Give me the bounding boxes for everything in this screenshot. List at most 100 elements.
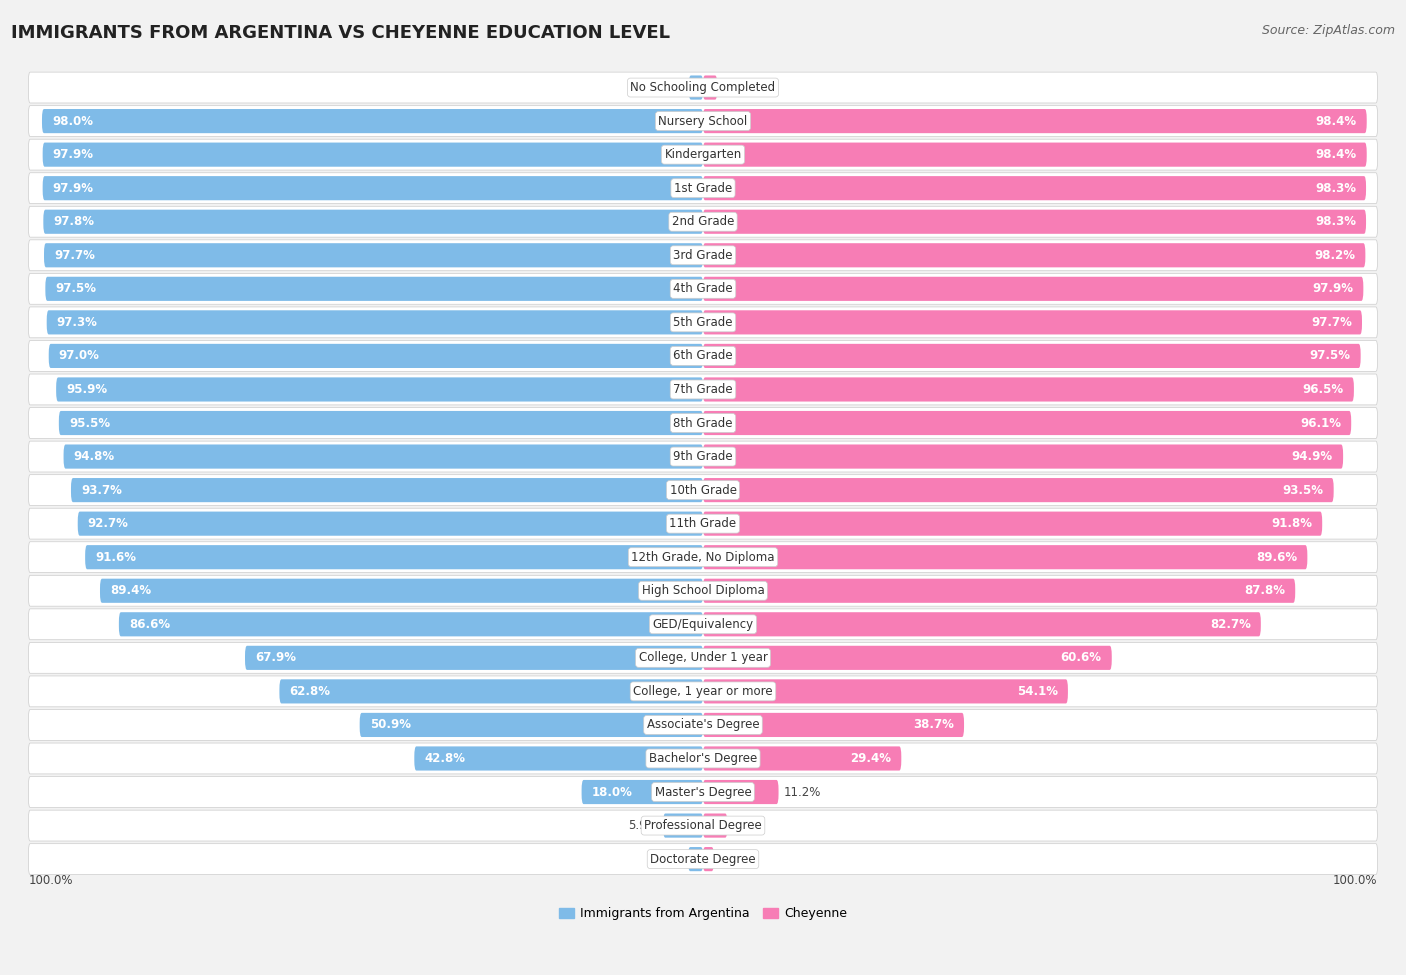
Text: 93.5%: 93.5%: [1282, 484, 1323, 496]
FancyBboxPatch shape: [28, 173, 1378, 204]
FancyBboxPatch shape: [28, 508, 1378, 539]
Text: No Schooling Completed: No Schooling Completed: [630, 81, 776, 94]
Text: 82.7%: 82.7%: [1209, 618, 1251, 631]
FancyBboxPatch shape: [56, 377, 703, 402]
FancyBboxPatch shape: [28, 340, 1378, 371]
Text: 97.8%: 97.8%: [53, 215, 94, 228]
FancyBboxPatch shape: [28, 207, 1378, 237]
FancyBboxPatch shape: [42, 142, 703, 167]
Text: College, Under 1 year: College, Under 1 year: [638, 651, 768, 664]
Text: 7th Grade: 7th Grade: [673, 383, 733, 396]
FancyBboxPatch shape: [703, 780, 779, 804]
Text: 2nd Grade: 2nd Grade: [672, 215, 734, 228]
FancyBboxPatch shape: [415, 747, 703, 770]
Text: 89.4%: 89.4%: [110, 584, 152, 598]
Text: Associate's Degree: Associate's Degree: [647, 719, 759, 731]
Text: 96.5%: 96.5%: [1303, 383, 1344, 396]
Text: 98.3%: 98.3%: [1315, 215, 1355, 228]
FancyBboxPatch shape: [28, 273, 1378, 304]
Text: 91.6%: 91.6%: [96, 551, 136, 564]
FancyBboxPatch shape: [280, 680, 703, 704]
FancyBboxPatch shape: [703, 478, 1334, 502]
Text: 3rd Grade: 3rd Grade: [673, 249, 733, 261]
FancyBboxPatch shape: [44, 243, 703, 267]
Text: 93.7%: 93.7%: [82, 484, 122, 496]
Legend: Immigrants from Argentina, Cheyenne: Immigrants from Argentina, Cheyenne: [554, 903, 852, 925]
Text: Kindergarten: Kindergarten: [665, 148, 741, 161]
FancyBboxPatch shape: [49, 344, 703, 368]
Text: 94.9%: 94.9%: [1292, 450, 1333, 463]
FancyBboxPatch shape: [28, 542, 1378, 572]
FancyBboxPatch shape: [28, 575, 1378, 606]
Text: 100.0%: 100.0%: [28, 875, 73, 887]
FancyBboxPatch shape: [703, 579, 1295, 603]
Text: 97.5%: 97.5%: [1309, 349, 1351, 363]
Text: 60.6%: 60.6%: [1060, 651, 1102, 664]
Text: 97.9%: 97.9%: [53, 181, 94, 195]
Text: 94.8%: 94.8%: [73, 450, 115, 463]
FancyBboxPatch shape: [86, 545, 703, 569]
Text: College, 1 year or more: College, 1 year or more: [633, 684, 773, 698]
Text: 96.1%: 96.1%: [1301, 416, 1341, 430]
Text: 11th Grade: 11th Grade: [669, 517, 737, 530]
Text: 97.9%: 97.9%: [1312, 283, 1353, 295]
Text: 97.7%: 97.7%: [53, 249, 96, 261]
FancyBboxPatch shape: [28, 843, 1378, 875]
Text: 9th Grade: 9th Grade: [673, 450, 733, 463]
Text: 98.3%: 98.3%: [1315, 181, 1355, 195]
FancyBboxPatch shape: [703, 612, 1261, 637]
Text: 91.8%: 91.8%: [1271, 517, 1312, 530]
FancyBboxPatch shape: [703, 512, 1322, 535]
FancyBboxPatch shape: [28, 743, 1378, 774]
Text: 12th Grade, No Diploma: 12th Grade, No Diploma: [631, 551, 775, 564]
Text: Doctorate Degree: Doctorate Degree: [650, 852, 756, 866]
Text: 98.0%: 98.0%: [52, 115, 93, 128]
Text: 42.8%: 42.8%: [425, 752, 465, 765]
Text: 50.9%: 50.9%: [370, 719, 411, 731]
Text: 67.9%: 67.9%: [254, 651, 297, 664]
Text: 95.5%: 95.5%: [69, 416, 110, 430]
FancyBboxPatch shape: [59, 410, 703, 435]
Text: 62.8%: 62.8%: [290, 684, 330, 698]
FancyBboxPatch shape: [28, 608, 1378, 640]
Text: Bachelor's Degree: Bachelor's Degree: [650, 752, 756, 765]
Text: 87.8%: 87.8%: [1244, 584, 1285, 598]
Text: 100.0%: 100.0%: [1333, 875, 1378, 887]
Text: 11.2%: 11.2%: [785, 786, 821, 799]
FancyBboxPatch shape: [582, 780, 703, 804]
Text: 98.4%: 98.4%: [1316, 148, 1357, 161]
Text: IMMIGRANTS FROM ARGENTINA VS CHEYENNE EDUCATION LEVEL: IMMIGRANTS FROM ARGENTINA VS CHEYENNE ED…: [11, 24, 671, 42]
FancyBboxPatch shape: [703, 142, 1367, 167]
Text: 98.4%: 98.4%: [1316, 115, 1357, 128]
Text: Nursery School: Nursery School: [658, 115, 748, 128]
Text: 3.6%: 3.6%: [733, 819, 762, 832]
FancyBboxPatch shape: [688, 847, 703, 872]
Text: 5.9%: 5.9%: [628, 819, 658, 832]
Text: 97.9%: 97.9%: [53, 148, 94, 161]
FancyBboxPatch shape: [70, 478, 703, 502]
FancyBboxPatch shape: [28, 72, 1378, 103]
FancyBboxPatch shape: [42, 176, 703, 200]
Text: 2.1%: 2.1%: [723, 81, 752, 94]
Text: High School Diploma: High School Diploma: [641, 584, 765, 598]
Text: 8th Grade: 8th Grade: [673, 416, 733, 430]
FancyBboxPatch shape: [28, 710, 1378, 740]
Text: 92.7%: 92.7%: [87, 517, 129, 530]
FancyBboxPatch shape: [703, 277, 1364, 301]
FancyBboxPatch shape: [703, 176, 1367, 200]
FancyBboxPatch shape: [703, 545, 1308, 569]
Text: 4th Grade: 4th Grade: [673, 283, 733, 295]
FancyBboxPatch shape: [703, 847, 714, 872]
FancyBboxPatch shape: [28, 643, 1378, 674]
Text: 18.0%: 18.0%: [592, 786, 633, 799]
Text: Master's Degree: Master's Degree: [655, 786, 751, 799]
FancyBboxPatch shape: [46, 310, 703, 334]
FancyBboxPatch shape: [703, 109, 1367, 134]
FancyBboxPatch shape: [100, 579, 703, 603]
FancyBboxPatch shape: [703, 344, 1361, 368]
FancyBboxPatch shape: [703, 377, 1354, 402]
FancyBboxPatch shape: [28, 240, 1378, 271]
FancyBboxPatch shape: [703, 310, 1362, 334]
FancyBboxPatch shape: [703, 243, 1365, 267]
Text: 86.6%: 86.6%: [129, 618, 170, 631]
